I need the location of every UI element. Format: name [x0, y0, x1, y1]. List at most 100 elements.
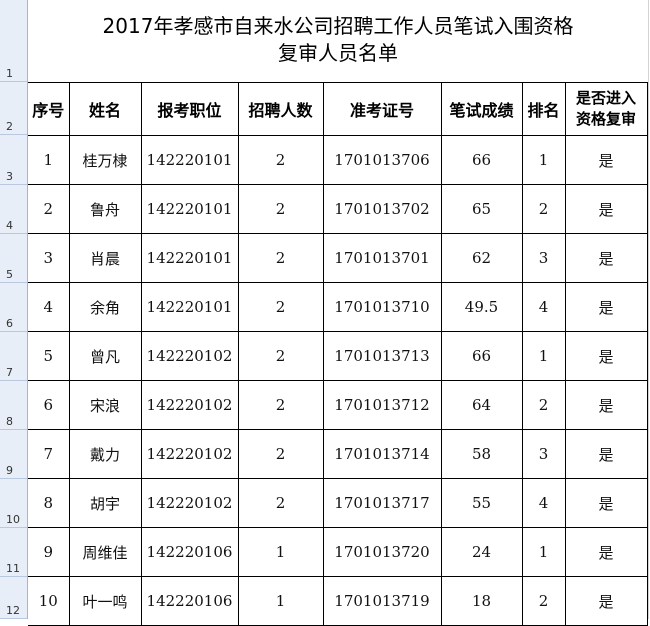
cell-score[interactable]: 55 [440, 478, 523, 528]
cell-position[interactable]: 142220102 [140, 380, 239, 430]
row-number[interactable]: 7 [0, 332, 27, 381]
cell-ticket[interactable]: 1701013717 [322, 478, 442, 528]
sheet-title[interactable]: 2017年孝感市自来水公司招聘工作人员笔试入围资格 复审人员名单 [28, 0, 648, 82]
cell-name[interactable]: 叶一鸣 [68, 576, 142, 626]
cell-rank[interactable]: 1 [521, 331, 566, 381]
cell-seq[interactable]: 3 [28, 233, 70, 283]
cell-ticket[interactable]: 1701013702 [322, 184, 442, 234]
row-number[interactable]: 2 [0, 82, 27, 135]
cell-position[interactable]: 142220102 [140, 331, 239, 381]
cell-score[interactable]: 18 [440, 576, 523, 626]
cell-name[interactable]: 宋浪 [68, 380, 142, 430]
cell-rank[interactable]: 2 [521, 576, 566, 626]
cell-score[interactable]: 62 [440, 233, 523, 283]
cell-qualified[interactable]: 是 [564, 478, 648, 528]
cell-rank[interactable]: 4 [521, 478, 566, 528]
cell-name[interactable]: 戴力 [68, 429, 142, 479]
cell-score[interactable]: 66 [440, 331, 523, 381]
row-number[interactable]: 4 [0, 185, 27, 234]
row-number[interactable]: 5 [0, 234, 27, 283]
cell-position[interactable]: 142220101 [140, 184, 239, 234]
cell-seq[interactable]: 5 [28, 331, 70, 381]
row-number[interactable]: 1 [0, 0, 27, 82]
cell-seq[interactable]: 1 [28, 135, 70, 185]
cell-seq[interactable]: 2 [28, 184, 70, 234]
row-number[interactable]: 12 [0, 577, 27, 619]
cell-rank[interactable]: 3 [521, 233, 566, 283]
cell-qualified[interactable]: 是 [564, 282, 648, 332]
cell-name[interactable]: 胡宇 [68, 478, 142, 528]
cell-seq[interactable]: 7 [28, 429, 70, 479]
cell-quota[interactable]: 2 [237, 135, 324, 185]
cell-qualified[interactable]: 是 [564, 233, 648, 283]
cell-ticket[interactable]: 1701013713 [322, 331, 442, 381]
header-cell[interactable]: 笔试成绩 [440, 82, 523, 136]
cell-rank[interactable]: 3 [521, 429, 566, 479]
header-cell[interactable]: 报考职位 [140, 82, 239, 136]
row-number[interactable]: 6 [0, 283, 27, 332]
cell-name[interactable]: 桂万棣 [68, 135, 142, 185]
cell-ticket[interactable]: 1701013714 [322, 429, 442, 479]
header-cell[interactable]: 姓名 [68, 82, 142, 136]
cell-position[interactable]: 142220101 [140, 135, 239, 185]
cell-qualified[interactable]: 是 [564, 135, 648, 185]
cell-position[interactable]: 142220106 [140, 576, 239, 626]
cell-rank[interactable]: 1 [521, 135, 566, 185]
cell-position[interactable]: 142220106 [140, 527, 239, 577]
cell-rank[interactable]: 4 [521, 282, 566, 332]
cell-quota[interactable]: 2 [237, 331, 324, 381]
row-number[interactable]: 10 [0, 479, 27, 528]
cell-quota[interactable]: 2 [237, 380, 324, 430]
cell-seq[interactable]: 8 [28, 478, 70, 528]
cell-qualified[interactable]: 是 [564, 576, 648, 626]
cell-qualified[interactable]: 是 [564, 380, 648, 430]
cell-quota[interactable]: 2 [237, 184, 324, 234]
header-cell[interactable]: 是否进入 资格复审 [564, 82, 648, 136]
header-cell[interactable]: 准考证号 [322, 82, 442, 136]
cell-position[interactable]: 142220102 [140, 429, 239, 479]
cell-score[interactable]: 66 [440, 135, 523, 185]
row-number[interactable]: 11 [0, 528, 27, 577]
cell-rank[interactable]: 2 [521, 184, 566, 234]
cell-position[interactable]: 142220102 [140, 478, 239, 528]
cell-quota[interactable]: 2 [237, 429, 324, 479]
cell-name[interactable]: 余角 [68, 282, 142, 332]
cell-seq[interactable]: 9 [28, 527, 70, 577]
cell-quota[interactable]: 2 [237, 282, 324, 332]
cell-score[interactable]: 64 [440, 380, 523, 430]
cell-quota[interactable]: 1 [237, 527, 324, 577]
cell-name[interactable]: 曾凡 [68, 331, 142, 381]
cell-position[interactable]: 142220101 [140, 282, 239, 332]
cell-quota[interactable]: 2 [237, 233, 324, 283]
cell-seq[interactable]: 10 [28, 576, 70, 626]
cell-seq[interactable]: 6 [28, 380, 70, 430]
header-cell[interactable]: 招聘人数 [237, 82, 324, 136]
header-cell[interactable]: 排名 [521, 82, 566, 136]
row-number[interactable]: 9 [0, 430, 27, 479]
cell-rank[interactable]: 1 [521, 527, 566, 577]
cell-rank[interactable]: 2 [521, 380, 566, 430]
cell-ticket[interactable]: 1701013719 [322, 576, 442, 626]
cell-name[interactable]: 周维佳 [68, 527, 142, 577]
header-cell[interactable]: 序号 [28, 82, 70, 136]
cell-ticket[interactable]: 1701013710 [322, 282, 442, 332]
cell-qualified[interactable]: 是 [564, 331, 648, 381]
cell-ticket[interactable]: 1701013712 [322, 380, 442, 430]
cell-ticket[interactable]: 1701013706 [322, 135, 442, 185]
cell-score[interactable]: 58 [440, 429, 523, 479]
cell-score[interactable]: 24 [440, 527, 523, 577]
row-number[interactable]: 3 [0, 135, 27, 185]
cell-score[interactable]: 49.5 [440, 282, 523, 332]
cell-qualified[interactable]: 是 [564, 429, 648, 479]
cell-ticket[interactable]: 1701013720 [322, 527, 442, 577]
cell-quota[interactable]: 2 [237, 478, 324, 528]
cell-position[interactable]: 142220101 [140, 233, 239, 283]
cell-name[interactable]: 鲁舟 [68, 184, 142, 234]
row-number[interactable]: 8 [0, 381, 27, 430]
cell-qualified[interactable]: 是 [564, 527, 648, 577]
cell-qualified[interactable]: 是 [564, 184, 648, 234]
cell-quota[interactable]: 1 [237, 576, 324, 626]
cell-seq[interactable]: 4 [28, 282, 70, 332]
cell-name[interactable]: 肖晨 [68, 233, 142, 283]
cell-ticket[interactable]: 1701013701 [322, 233, 442, 283]
